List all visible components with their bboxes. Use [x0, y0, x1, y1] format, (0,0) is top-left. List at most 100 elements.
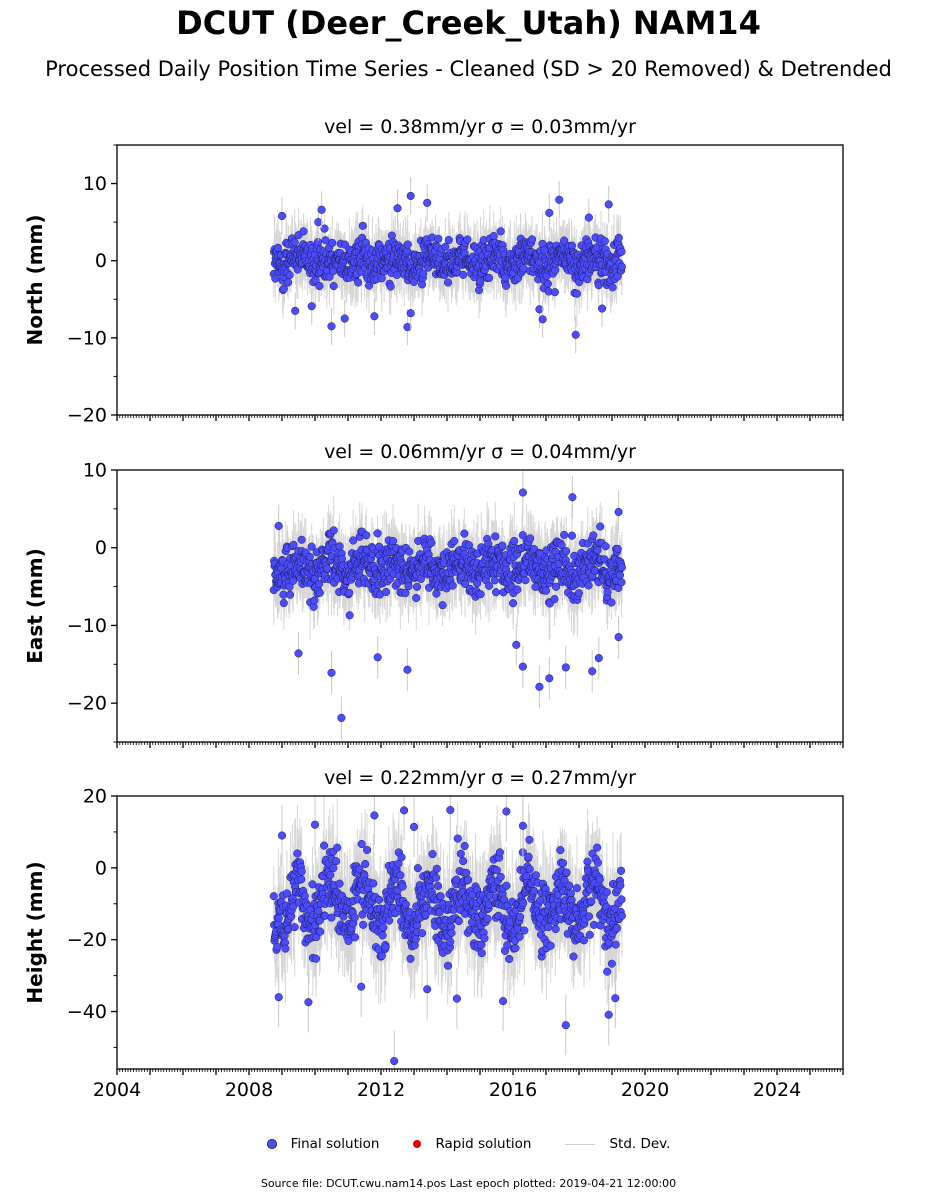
data-point [567, 241, 576, 250]
data-point [571, 330, 580, 339]
data-point [427, 538, 436, 547]
data-point [588, 667, 597, 676]
final-solution-points [269, 522, 626, 620]
data-point [584, 213, 593, 222]
data-point [311, 276, 320, 285]
data-point [370, 312, 379, 321]
data-point [528, 235, 537, 244]
data-point [317, 205, 326, 214]
data-point [362, 531, 371, 540]
data-point [608, 283, 617, 292]
data-point [340, 314, 349, 323]
data-point [521, 576, 530, 585]
data-point [476, 590, 485, 599]
data-point [584, 581, 593, 590]
panel-title: vel = 0.38mm/yr σ = 0.03mm/yr [324, 116, 636, 138]
data-point [285, 271, 294, 280]
data-point [388, 537, 398, 546]
data-point [461, 579, 470, 588]
data-point [279, 284, 288, 293]
data-point [617, 578, 626, 587]
axes-frame [116, 469, 844, 743]
data-point [434, 234, 443, 243]
data-point [315, 282, 324, 291]
y-tick-label: 0 [95, 537, 107, 559]
data-point [460, 529, 469, 538]
data-point [327, 668, 336, 677]
data-point [463, 235, 472, 244]
data-point [496, 227, 505, 236]
data-point [285, 590, 295, 599]
data-point [305, 552, 314, 561]
data-point [315, 588, 324, 597]
data-point [337, 554, 346, 563]
data-point [393, 204, 402, 213]
data-point [387, 231, 396, 240]
data-point [476, 277, 485, 286]
y-tick-label: −10 [67, 327, 107, 349]
data-point [538, 315, 547, 324]
data-point [401, 589, 410, 598]
data-point [279, 598, 288, 608]
data-point [284, 278, 293, 287]
data-point [315, 579, 324, 589]
data-point [354, 278, 363, 287]
data-point [403, 240, 412, 249]
chart-title: DCUT (Deer_Creek_Utah) NAM14 [176, 4, 761, 42]
data-point [310, 596, 319, 605]
data-point [329, 526, 338, 535]
data-point [614, 633, 623, 642]
data-point [552, 582, 561, 591]
data-point [403, 323, 412, 332]
data-point [404, 582, 413, 591]
data-point [617, 563, 626, 572]
data-point [320, 224, 329, 233]
data-point [277, 211, 287, 221]
data-point [596, 522, 605, 531]
data-point [406, 309, 415, 318]
data-point [412, 582, 422, 591]
data-point [512, 640, 521, 649]
data-point [555, 195, 564, 204]
data-point [535, 682, 544, 691]
data-point [392, 270, 401, 280]
data-point [299, 227, 308, 236]
data-point [294, 649, 303, 658]
panel-title: vel = 0.06mm/yr σ = 0.04mm/yr [324, 441, 636, 463]
data-point [560, 236, 569, 245]
data-point [271, 274, 280, 283]
data-point [607, 598, 616, 607]
chart-subtitle: Processed Daily Position Time Series - C… [45, 57, 892, 81]
data-point [349, 536, 358, 545]
data-point [459, 270, 468, 279]
data-point [403, 665, 412, 674]
data-point [545, 674, 554, 683]
data-point [373, 653, 382, 662]
data-point [561, 663, 570, 672]
data-point [615, 571, 625, 580]
data-point [560, 530, 569, 539]
data-point [406, 191, 415, 200]
plot-area [269, 796, 626, 1069]
data-point [594, 654, 603, 663]
data-point [307, 302, 316, 311]
data-point [550, 288, 559, 297]
data-point [541, 586, 551, 595]
data-point [543, 279, 552, 288]
data-point [614, 233, 623, 242]
y-tick-label: 10 [83, 173, 107, 195]
data-point [307, 542, 316, 551]
y-tick-label: −10 [67, 615, 107, 637]
y-tick-label: −20 [67, 693, 107, 715]
y-tick-label: 0 [95, 250, 107, 272]
plot-area [269, 177, 626, 354]
data-point [386, 282, 395, 291]
data-point [448, 581, 457, 590]
data-point [325, 272, 334, 281]
data-point [491, 588, 501, 597]
data-point [377, 274, 386, 283]
data-point [297, 535, 306, 544]
data-point [574, 589, 583, 598]
data-point [526, 534, 535, 543]
